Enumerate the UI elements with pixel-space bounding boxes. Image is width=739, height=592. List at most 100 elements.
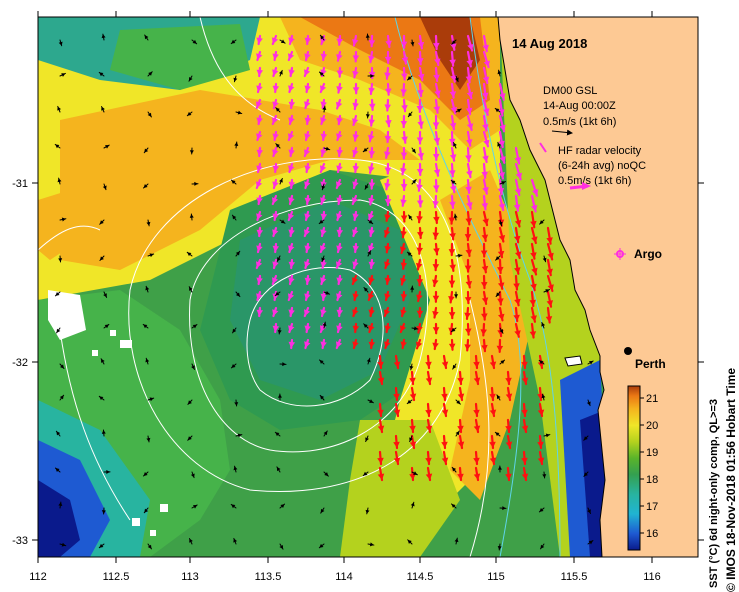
date-title: 14 Aug 2018 — [512, 36, 587, 51]
radar-arrow-head — [256, 53, 263, 60]
model-arrow-head — [407, 539, 412, 544]
model-arrow-head — [233, 538, 238, 543]
current-arrow-head — [409, 393, 417, 400]
current-arrow-head — [465, 218, 472, 225]
current-arrow-head — [425, 457, 432, 464]
model-arrow-head — [275, 432, 280, 437]
model-arrow-head — [369, 542, 374, 547]
radar-arrow-head — [272, 261, 279, 268]
radar-arrow-head — [481, 171, 488, 178]
current-arrow-head — [433, 216, 440, 223]
current-arrow-head — [489, 409, 497, 416]
x-tick-label: 112.5 — [103, 571, 130, 583]
model-arrow-head — [413, 471, 418, 475]
radar-arrow-head — [368, 55, 375, 63]
model-arrow-head — [320, 508, 325, 514]
model-arrow-head — [451, 40, 456, 45]
model-arrow-head — [545, 433, 550, 438]
current-arrow-head — [448, 312, 456, 319]
radar-arrow-head — [336, 149, 344, 156]
radar-arrow-head — [483, 139, 490, 147]
current-arrow-head — [393, 409, 401, 416]
radar-arrow-head — [498, 109, 505, 116]
contour-north — [199, 17, 281, 121]
radar-arrow-head — [433, 137, 441, 145]
radar-arrow-head — [432, 122, 440, 129]
radar-arrow-head — [368, 40, 376, 47]
model-scale: 0.5m/s (1kt 6h) — [543, 116, 616, 128]
current-arrow-head — [384, 341, 391, 348]
model-arrow-head — [542, 257, 547, 262]
current-arrow-head — [384, 214, 391, 221]
model-arrow-head — [454, 294, 459, 298]
model-arrow-head — [190, 473, 195, 478]
model-arrow-head — [583, 436, 588, 441]
model-arrow-head — [55, 291, 60, 296]
legend: DM00 GSL 14-Aug 00:00Z 0.5m/s (1kt 6h) H… — [539, 85, 662, 261]
radar-arrow-head — [481, 203, 489, 210]
radar-arrow-head — [432, 153, 440, 160]
model-arrow-head — [232, 215, 237, 220]
radar-arrow-head — [304, 37, 312, 44]
current-arrow-head — [368, 277, 375, 284]
radar-arrow-head — [304, 53, 311, 60]
radar-arrow-head — [401, 105, 408, 112]
model-arrow-head — [187, 252, 192, 257]
current-arrow-head — [441, 361, 449, 368]
radar-arrow-head — [368, 182, 376, 189]
current-arrow-head — [416, 294, 423, 302]
model-arrow-head — [322, 322, 327, 327]
radar-arrow-head — [288, 85, 295, 92]
current-arrow-head — [352, 309, 359, 316]
current-arrow-head — [457, 425, 464, 432]
model-arrow-head — [189, 286, 193, 291]
radar-legend-mark — [539, 142, 547, 153]
radar-arrow-head — [385, 120, 392, 127]
radar-arrow-head — [513, 204, 521, 211]
radar-arrow-head — [417, 121, 424, 128]
radar-arrow-head — [466, 139, 473, 146]
model-arrow-head — [587, 509, 591, 514]
radar-arrow-head — [272, 165, 280, 172]
radar-arrow-head — [466, 170, 473, 178]
current-arrow-head — [409, 441, 417, 448]
model-arrow-head — [365, 34, 370, 38]
radar-arrow-head — [514, 188, 522, 196]
current-arrow-head — [417, 231, 424, 239]
model-arrow-head — [59, 395, 64, 400]
radar-arrow-head — [319, 165, 327, 172]
radar-arrow-head — [335, 101, 343, 109]
radar-arrow-head — [304, 181, 311, 188]
radar-arrow-head — [288, 101, 296, 108]
radar-arrow-head — [433, 106, 441, 113]
current-arrow-head — [480, 281, 488, 289]
radar-arrow-head — [351, 197, 359, 204]
current-arrow-head — [415, 341, 423, 349]
current-arrow-head — [529, 299, 537, 306]
model-arrow-head — [231, 504, 236, 509]
radar-arrow-head — [320, 229, 327, 236]
radar-arrow-head — [466, 91, 474, 99]
model-arrow-head — [588, 540, 593, 545]
radar-arrow-head — [352, 261, 359, 268]
current-arrow-head — [513, 283, 520, 290]
radar-arrow-head — [304, 325, 311, 332]
current-arrow-head — [432, 232, 440, 239]
radar-arrow-head — [497, 187, 505, 195]
radar-arrow-head — [449, 185, 457, 193]
x-tick-label: 116 — [643, 571, 661, 583]
model-arrow-head — [57, 106, 61, 111]
current-arrow-head — [514, 298, 521, 306]
radar-arrow-head — [336, 38, 344, 45]
current-arrow-head — [537, 393, 544, 400]
model-arrow-head — [408, 215, 413, 220]
current-arrow-head — [416, 279, 424, 286]
radar-arrow-head — [303, 309, 311, 316]
current-arrow-head — [448, 217, 456, 224]
radar-arrow-head — [256, 37, 263, 44]
current-arrow-head — [514, 267, 521, 274]
radar-arrow-head — [498, 203, 506, 211]
current-arrow-head — [464, 297, 472, 304]
radar-arrow-head — [272, 325, 280, 332]
current-arrow-head — [400, 277, 407, 285]
